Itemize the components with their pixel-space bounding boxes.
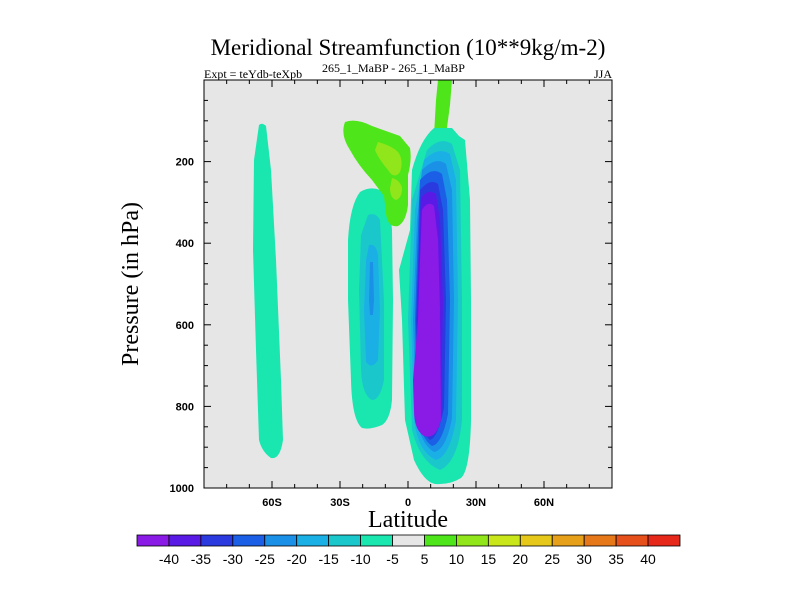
contour-region-positive-inner-2 <box>390 178 402 200</box>
colorbar-segment <box>551 534 585 547</box>
colorbar-segment <box>168 534 202 547</box>
y-axis-title: Pressure (in hPa) <box>118 202 144 366</box>
colorbar-label: 15 <box>481 551 497 567</box>
contour-region-positive-inner <box>375 142 402 176</box>
colorbar-segment <box>647 534 681 547</box>
contour-region-subtropical-core <box>369 262 374 315</box>
x-axis-title: Latitude <box>368 507 448 533</box>
experiment-left-label: Expt = teYdb-teXpb <box>204 67 302 81</box>
x-axis: 60S 30S 0 30N 60N <box>226 80 590 509</box>
contour-region-tropical-green <box>434 80 452 135</box>
colorbar-label: -15 <box>319 551 339 567</box>
colorbar-label: 25 <box>544 551 560 567</box>
chart-title: Meridional Streamfunction (10**9kg/m-2) <box>211 35 606 60</box>
x-tick-label: 0 <box>405 497 411 509</box>
y-tick-label: 1000 <box>170 483 194 495</box>
x-tick-label: 60S <box>262 497 282 509</box>
colorbar-label: -35 <box>191 551 211 567</box>
x-tick-label: 60N <box>534 497 554 509</box>
colorbar-segment <box>583 534 617 547</box>
contour-region-positive-lobe <box>343 120 411 227</box>
colorbar-label: -40 <box>159 551 179 567</box>
colorbar-segment <box>136 534 170 547</box>
colorbar-segment <box>487 534 521 547</box>
x-tick-label: 30N <box>466 497 486 509</box>
colorbar-segment <box>232 534 266 547</box>
colorbar-segment <box>456 534 489 547</box>
y-tick-label: 400 <box>176 238 194 250</box>
colorbar-label: 40 <box>640 551 656 567</box>
colorbar-label: 35 <box>608 551 624 567</box>
colorbar-label: 30 <box>576 551 592 567</box>
colorbar-segment <box>264 534 298 547</box>
colorbar-label: -20 <box>287 551 307 567</box>
colorbar-label: 10 <box>449 551 465 567</box>
colorbar-segment <box>296 534 330 547</box>
contour-region-tropical-core-lower <box>413 320 441 437</box>
y-tick-label: 800 <box>176 401 194 413</box>
y-tick-label: 600 <box>176 320 194 332</box>
colorbar-label: -5 <box>386 551 399 567</box>
colorbar-segment <box>328 534 361 547</box>
colorbar-segment <box>392 534 425 547</box>
colorbar-label: 5 <box>421 551 429 567</box>
contour-region-southern-band <box>253 123 283 459</box>
colorbar-segment <box>519 534 553 547</box>
x-tick-label: 30S <box>330 497 350 509</box>
colorbar-segment <box>424 534 457 547</box>
colorbar-label: -25 <box>255 551 275 567</box>
colorbar: -40 -35 -30 -25 -20 -15 -10 -5 5 10 15 20 25 30 35 40 <box>136 534 681 567</box>
colorbar-segment <box>360 534 393 547</box>
contour-fields <box>253 80 471 485</box>
colorbar-label: -10 <box>350 551 370 567</box>
season-label: JJA <box>594 67 612 81</box>
colorbar-segment <box>200 534 234 547</box>
colorbar-segment <box>615 534 649 547</box>
colorbar-label: -30 <box>223 551 243 567</box>
experiment-label: 265_1_MaBP - 265_1_MaBP <box>322 61 465 75</box>
colorbar-label: 20 <box>513 551 529 567</box>
y-axis: 200 400 600 800 1000 <box>170 99 612 495</box>
y-tick-label: 200 <box>176 157 194 169</box>
